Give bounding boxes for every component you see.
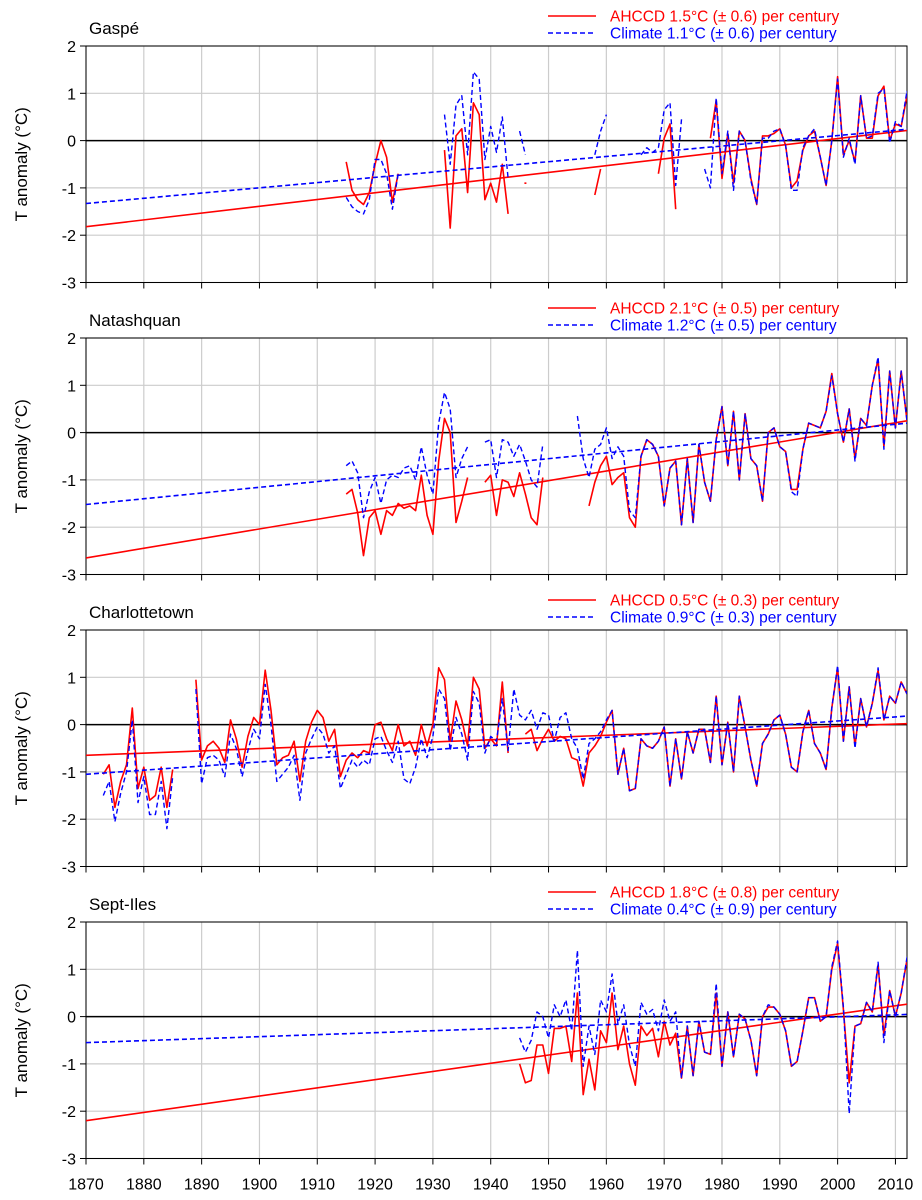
series-line bbox=[518, 940, 907, 1115]
panel-title: Charlottetown bbox=[89, 603, 194, 622]
series-line bbox=[102, 719, 174, 830]
series-group bbox=[86, 71, 907, 229]
x-tick-label: 1900 bbox=[242, 1177, 278, 1194]
panel-title: Natashquan bbox=[89, 311, 181, 330]
panel-2: 2 1 0 -1 -2 -3 T anomaly (°C) Natashquan AHCCD 2… bbox=[12, 301, 908, 585]
x-tick-label: 1910 bbox=[299, 1177, 335, 1194]
panel-1: 2 1 0 -1 -2 -3 T anomaly (°C) Gaspé AHCCD 1.5°C … bbox=[12, 9, 908, 293]
y-tick-label: -3 bbox=[62, 1152, 76, 1169]
series-line bbox=[345, 139, 399, 206]
legend-label: Climate 1.1°C (± 0.6) per century bbox=[610, 26, 837, 43]
panel-title: Gaspé bbox=[89, 19, 139, 38]
y-tick-label: -1 bbox=[62, 473, 76, 490]
y-axis-label: T anomaly (°C) bbox=[12, 691, 31, 805]
series-line bbox=[594, 114, 608, 155]
legend-label: Climate 0.4°C (± 0.9) per century bbox=[610, 902, 837, 919]
x-tick-label: 1990 bbox=[762, 1177, 798, 1194]
legend-label: Climate 1.2°C (± 0.5) per century bbox=[610, 318, 837, 335]
y-tick-label: 2 bbox=[67, 331, 76, 348]
series-line bbox=[518, 942, 907, 1096]
series-line bbox=[640, 102, 683, 187]
legend-label: AHCCD 1.8°C (± 0.8) per century bbox=[610, 885, 839, 902]
y-tick-label: -1 bbox=[62, 181, 76, 198]
x-tick-label: 1980 bbox=[704, 1177, 740, 1194]
legend-label: AHCCD 0.5°C (± 0.3) per century bbox=[610, 593, 839, 610]
y-tick-label: 0 bbox=[67, 426, 76, 443]
y-axis-label: T anomaly (°C) bbox=[12, 107, 31, 221]
panel-title: Sept-Iles bbox=[89, 895, 156, 914]
series-line bbox=[195, 666, 509, 783]
x-tick-label: 1870 bbox=[68, 1177, 104, 1194]
y-tick-label: 1 bbox=[67, 962, 76, 979]
y-tick-label: 1 bbox=[67, 670, 76, 687]
y-tick-label: -2 bbox=[62, 228, 76, 245]
x-tick-label: 1880 bbox=[126, 1177, 162, 1194]
panel-3: 2 1 0 -1 -2 -3 T anomaly (°C) Charlottetown AHCC… bbox=[12, 593, 908, 877]
x-tick-label: 1940 bbox=[473, 1177, 509, 1194]
plot-frame bbox=[85, 337, 908, 575]
y-tick-label: -3 bbox=[62, 568, 76, 585]
series-line bbox=[703, 78, 907, 206]
y-tick-label: 2 bbox=[67, 39, 76, 56]
y-tick-label: 1 bbox=[67, 378, 76, 395]
x-tick-label: 2010 bbox=[878, 1177, 914, 1194]
y-tick-label: -3 bbox=[62, 276, 76, 293]
y-tick-label: -2 bbox=[62, 1104, 76, 1121]
x-tick-label: 1950 bbox=[531, 1177, 567, 1194]
series-group bbox=[86, 664, 907, 830]
x-tick-label: 1920 bbox=[357, 1177, 393, 1194]
series-line bbox=[518, 130, 527, 155]
plot-frame bbox=[85, 629, 908, 867]
y-tick-label: 0 bbox=[67, 718, 76, 735]
series-line bbox=[443, 102, 509, 229]
series-line bbox=[102, 707, 174, 809]
y-axis-label: T anomaly (°C) bbox=[12, 983, 31, 1097]
plot-frame bbox=[85, 45, 908, 283]
series-line bbox=[443, 71, 509, 179]
y-tick-label: 1 bbox=[67, 86, 76, 103]
series-group bbox=[86, 356, 907, 559]
panel-4: 2 1 0 -1 -2 -3 T anomaly (°C) Sept-Iles AHCCD 1.… bbox=[12, 885, 908, 1169]
y-tick-label: 0 bbox=[67, 1010, 76, 1027]
series-line bbox=[484, 439, 544, 488]
series-line bbox=[594, 168, 602, 196]
trend-line bbox=[86, 1003, 907, 1122]
x-tick-label: 1960 bbox=[589, 1177, 625, 1194]
trend-line bbox=[86, 128, 907, 205]
trend-line bbox=[86, 715, 907, 776]
series-line bbox=[484, 471, 544, 526]
x-tick-label: 1970 bbox=[646, 1177, 682, 1194]
series-line bbox=[709, 75, 907, 206]
y-tick-label: -1 bbox=[62, 765, 76, 782]
series-line bbox=[657, 123, 677, 210]
legend-label: AHCCD 1.5°C (± 0.6) per century bbox=[610, 9, 839, 26]
y-tick-label: 2 bbox=[67, 623, 76, 640]
y-tick-label: -2 bbox=[62, 520, 76, 537]
plot-frame bbox=[85, 921, 908, 1159]
y-tick-label: 0 bbox=[67, 134, 76, 151]
y-tick-label: -1 bbox=[62, 1057, 76, 1074]
series-line bbox=[345, 417, 469, 557]
y-tick-label: 2 bbox=[67, 915, 76, 932]
trend-line bbox=[86, 422, 907, 506]
y-tick-label: -3 bbox=[62, 860, 76, 877]
y-tick-label: -2 bbox=[62, 812, 76, 829]
series-line bbox=[345, 391, 469, 519]
series-line bbox=[576, 356, 907, 526]
series-line bbox=[195, 664, 907, 801]
x-tick-label: 1890 bbox=[184, 1177, 220, 1194]
y-axis-label: T anomaly (°C) bbox=[12, 399, 31, 513]
series-group bbox=[86, 940, 907, 1122]
x-tick-label: 2000 bbox=[820, 1177, 856, 1194]
legend-label: AHCCD 2.1°C (± 0.5) per century bbox=[610, 301, 839, 318]
trend-line bbox=[86, 1013, 907, 1044]
trend-line bbox=[86, 419, 907, 559]
series-line bbox=[345, 158, 399, 215]
x-tick-label: 1930 bbox=[415, 1177, 451, 1194]
legend-label: Climate 0.9°C (± 0.3) per century bbox=[610, 610, 837, 627]
